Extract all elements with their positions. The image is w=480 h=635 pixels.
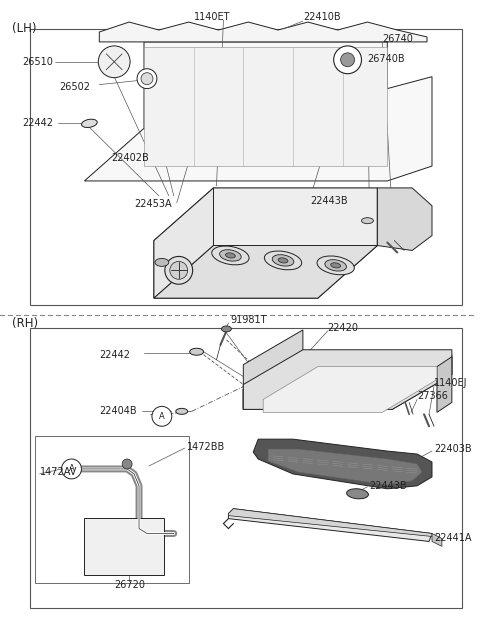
- Ellipse shape: [361, 218, 373, 224]
- Text: 22403B: 22403B: [434, 444, 472, 454]
- Ellipse shape: [317, 256, 354, 275]
- Text: 22410B: 22410B: [303, 12, 340, 22]
- Polygon shape: [437, 357, 452, 412]
- Ellipse shape: [221, 326, 231, 332]
- Text: 22442: 22442: [22, 118, 53, 128]
- Circle shape: [122, 459, 132, 469]
- Text: 22420: 22420: [328, 323, 359, 333]
- Polygon shape: [432, 533, 442, 546]
- Polygon shape: [263, 366, 437, 412]
- Text: 22402B: 22402B: [111, 153, 149, 163]
- Text: A: A: [159, 412, 165, 421]
- Ellipse shape: [170, 262, 188, 279]
- Text: 22404B: 22404B: [99, 406, 137, 417]
- Ellipse shape: [82, 119, 97, 128]
- Circle shape: [341, 53, 355, 67]
- Polygon shape: [228, 509, 432, 537]
- Text: 22442: 22442: [99, 350, 130, 360]
- Bar: [35, 436, 189, 583]
- Text: 1472AV: 1472AV: [40, 467, 77, 477]
- Polygon shape: [84, 42, 432, 181]
- Polygon shape: [99, 22, 427, 42]
- Text: A: A: [69, 464, 74, 474]
- Text: 1140EJ: 1140EJ: [434, 378, 468, 387]
- Text: 91981T: 91981T: [230, 315, 267, 325]
- Polygon shape: [228, 509, 432, 542]
- Ellipse shape: [155, 258, 169, 266]
- Ellipse shape: [325, 260, 347, 271]
- Circle shape: [61, 459, 82, 479]
- Text: 26720: 26720: [114, 580, 145, 590]
- Text: 22453A: 22453A: [134, 199, 172, 209]
- Ellipse shape: [226, 253, 235, 258]
- Circle shape: [98, 46, 130, 77]
- Ellipse shape: [278, 258, 288, 263]
- Text: 22443B: 22443B: [370, 481, 407, 491]
- Polygon shape: [377, 188, 432, 250]
- Polygon shape: [154, 188, 377, 298]
- Ellipse shape: [347, 489, 369, 499]
- Ellipse shape: [264, 251, 301, 270]
- Circle shape: [152, 406, 172, 426]
- Text: 22443B: 22443B: [310, 196, 348, 206]
- Ellipse shape: [165, 257, 192, 284]
- Circle shape: [334, 46, 361, 74]
- Text: 26740B: 26740B: [368, 54, 405, 64]
- Polygon shape: [243, 355, 452, 410]
- Bar: [84, 518, 164, 575]
- Text: 27366: 27366: [417, 391, 448, 401]
- Bar: [30, 29, 462, 305]
- Text: 26740: 26740: [383, 34, 413, 44]
- Polygon shape: [243, 350, 452, 410]
- Ellipse shape: [219, 250, 241, 261]
- Ellipse shape: [331, 263, 341, 268]
- Ellipse shape: [141, 72, 153, 84]
- Polygon shape: [154, 246, 377, 298]
- Bar: [30, 328, 462, 608]
- Text: 22441A: 22441A: [434, 533, 471, 544]
- Polygon shape: [144, 47, 387, 166]
- Ellipse shape: [272, 255, 294, 266]
- Ellipse shape: [176, 408, 188, 414]
- Text: 26502: 26502: [60, 82, 91, 91]
- Polygon shape: [253, 439, 432, 489]
- Ellipse shape: [137, 69, 157, 89]
- Polygon shape: [154, 188, 214, 298]
- Text: (LH): (LH): [12, 22, 36, 35]
- Text: 26510: 26510: [22, 57, 53, 67]
- Ellipse shape: [212, 246, 249, 265]
- Polygon shape: [268, 449, 422, 485]
- Polygon shape: [243, 330, 303, 410]
- Ellipse shape: [190, 348, 204, 355]
- Text: 1472BB: 1472BB: [187, 442, 225, 452]
- Text: 1140ET: 1140ET: [193, 12, 230, 22]
- Text: (RH): (RH): [12, 317, 38, 330]
